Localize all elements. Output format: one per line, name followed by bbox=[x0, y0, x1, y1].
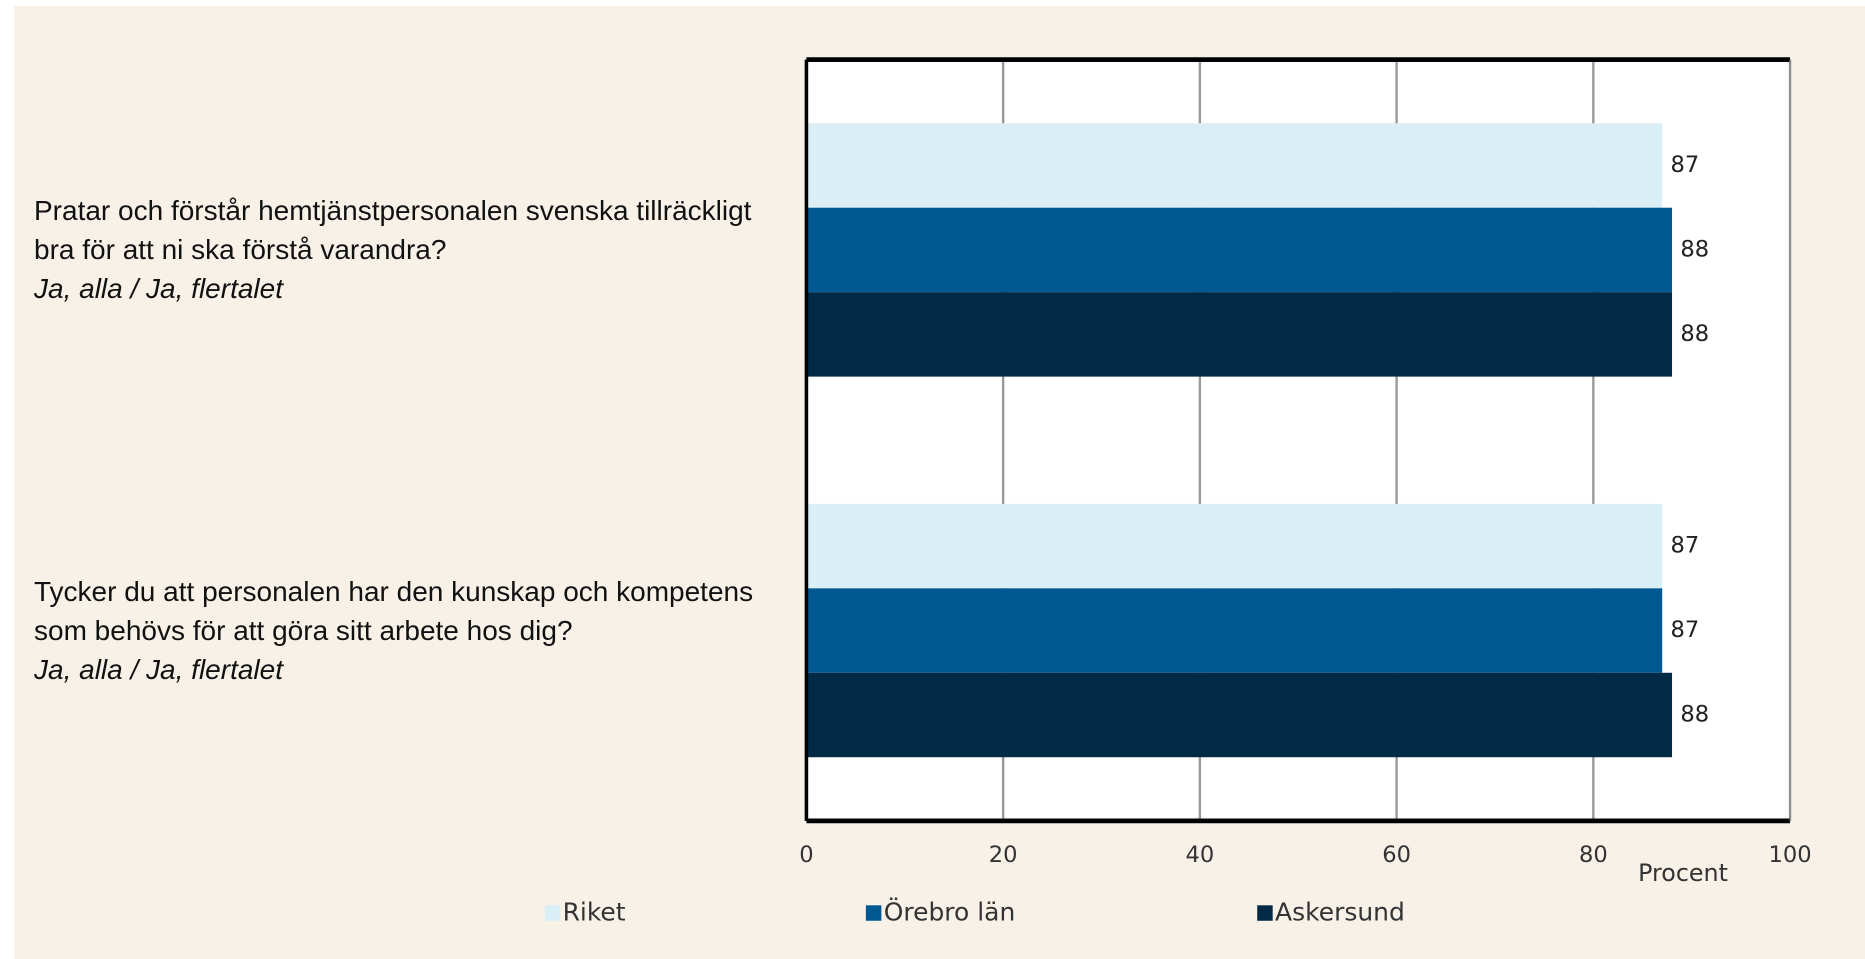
legend-label: Askersund bbox=[1275, 898, 1405, 927]
answer: Ja, alla / Ja, flertalet bbox=[34, 653, 284, 685]
bar bbox=[806, 503, 1663, 589]
x-tick-label: 100 bbox=[1769, 842, 1812, 868]
legend-swatch bbox=[1257, 905, 1273, 921]
x-tick-label: 60 bbox=[1382, 842, 1411, 868]
category-label: Tycker du att personalen har den kunskap… bbox=[34, 480, 754, 780]
bar bbox=[806, 672, 1673, 758]
value-label: 88 bbox=[1680, 236, 1709, 262]
x-tick-label: 80 bbox=[1579, 842, 1608, 868]
legend-label: Riket bbox=[563, 898, 626, 927]
value-label: 88 bbox=[1680, 702, 1709, 728]
category-label: Pratar och förstår hemtjänstpersonalen s… bbox=[34, 100, 754, 400]
x-axis-label: Procent bbox=[1638, 859, 1728, 887]
bar bbox=[806, 123, 1663, 208]
question: Tycker du att personalen har den kunskap… bbox=[34, 575, 754, 646]
value-label: 87 bbox=[1671, 152, 1700, 178]
value-label: 87 bbox=[1671, 617, 1700, 643]
bar bbox=[806, 207, 1673, 293]
legend-label: Örebro län bbox=[884, 898, 1016, 927]
legend-swatch bbox=[544, 905, 561, 921]
x-tick-label: 40 bbox=[1186, 842, 1215, 868]
bar bbox=[806, 292, 1673, 377]
question: Pratar och förstår hemtjänstpersonalen s… bbox=[34, 195, 752, 266]
x-tick-label: 0 bbox=[799, 842, 813, 868]
answer: Ja, alla / Ja, flertalet bbox=[34, 273, 284, 305]
bar bbox=[806, 588, 1663, 673]
x-tick-label: 20 bbox=[989, 842, 1018, 868]
value-label: 88 bbox=[1680, 321, 1709, 347]
legend-swatch bbox=[865, 905, 882, 921]
value-label: 87 bbox=[1671, 533, 1700, 559]
